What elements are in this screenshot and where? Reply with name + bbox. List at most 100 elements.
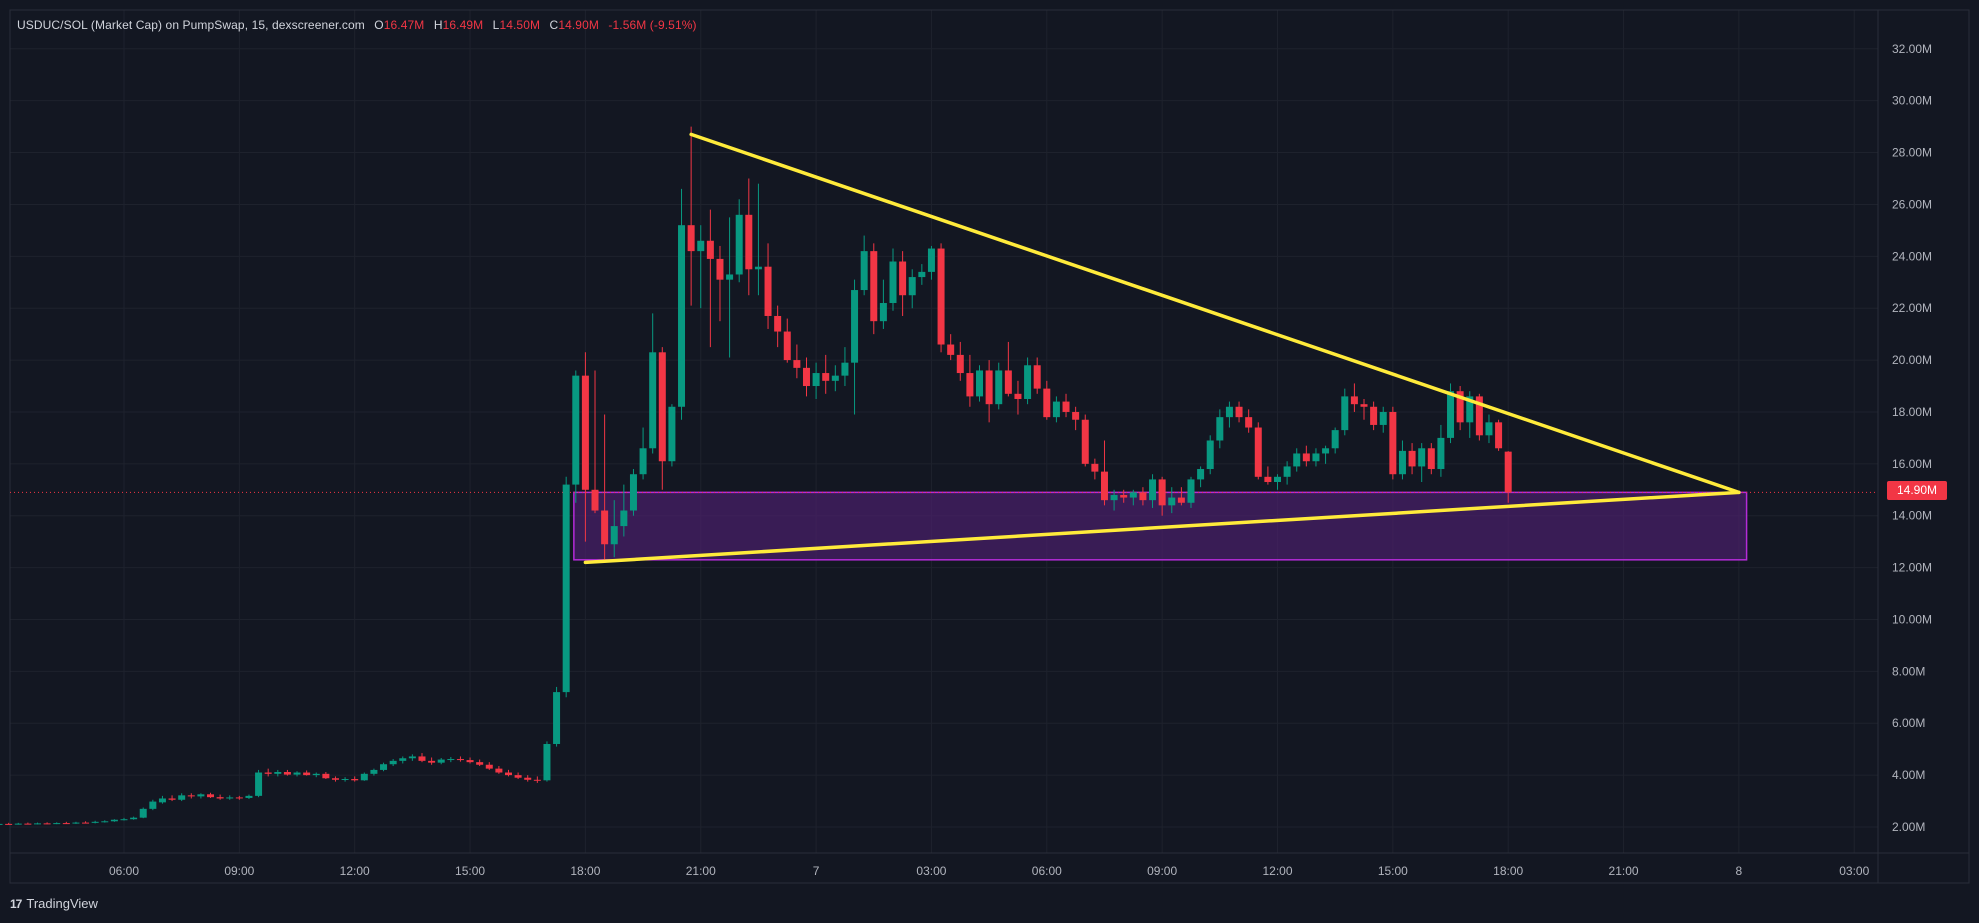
lower-trendline[interactable] bbox=[583, 490, 1741, 565]
candle[interactable] bbox=[1312, 448, 1320, 467]
candle[interactable] bbox=[312, 772, 320, 778]
candle[interactable] bbox=[1235, 401, 1243, 423]
candle[interactable] bbox=[370, 768, 378, 776]
candle[interactable] bbox=[841, 347, 849, 387]
candle[interactable] bbox=[24, 822, 32, 825]
candle[interactable] bbox=[639, 427, 647, 480]
candle[interactable] bbox=[553, 686, 561, 747]
candle[interactable] bbox=[303, 770, 311, 776]
candle[interactable] bbox=[1350, 383, 1358, 412]
candle[interactable] bbox=[360, 772, 368, 781]
candle[interactable] bbox=[476, 759, 484, 767]
candle[interactable] bbox=[1504, 451, 1512, 503]
candle[interactable] bbox=[1245, 409, 1253, 433]
candle[interactable] bbox=[120, 817, 128, 821]
candle[interactable] bbox=[985, 360, 993, 423]
candle[interactable] bbox=[1024, 357, 1032, 405]
candle[interactable] bbox=[966, 354, 974, 407]
candle[interactable] bbox=[629, 469, 637, 516]
candle[interactable] bbox=[802, 357, 810, 397]
candle[interactable] bbox=[168, 795, 176, 802]
candle[interactable] bbox=[918, 264, 926, 285]
candle[interactable] bbox=[1302, 445, 1310, 467]
candle[interactable] bbox=[572, 370, 580, 503]
candle[interactable] bbox=[1014, 380, 1022, 415]
candle[interactable] bbox=[101, 820, 109, 823]
candle[interactable] bbox=[1331, 427, 1339, 454]
candle[interactable] bbox=[62, 821, 70, 825]
candle[interactable] bbox=[1485, 414, 1493, 444]
candle[interactable] bbox=[533, 776, 541, 783]
candle[interactable] bbox=[0, 823, 3, 825]
candle[interactable] bbox=[139, 807, 147, 819]
candle[interactable] bbox=[1360, 398, 1368, 420]
candle[interactable] bbox=[1254, 422, 1262, 480]
candle[interactable] bbox=[822, 354, 830, 394]
candle[interactable] bbox=[1168, 487, 1176, 514]
candle[interactable] bbox=[341, 777, 349, 782]
candle[interactable] bbox=[447, 756, 455, 763]
candle[interactable] bbox=[187, 793, 195, 799]
candle[interactable] bbox=[1139, 487, 1147, 506]
candle[interactable] bbox=[947, 334, 955, 361]
candle[interactable] bbox=[1120, 489, 1128, 503]
candle[interactable] bbox=[1158, 476, 1166, 516]
candle[interactable] bbox=[1427, 443, 1435, 475]
candle[interactable] bbox=[82, 821, 90, 824]
candle[interactable] bbox=[995, 362, 1003, 410]
candle[interactable] bbox=[456, 756, 464, 762]
tradingview-branding[interactable]: 17 TradingView bbox=[10, 896, 98, 911]
candle[interactable] bbox=[1110, 489, 1118, 511]
candle[interactable] bbox=[649, 313, 657, 454]
candle[interactable] bbox=[745, 178, 753, 296]
candle[interactable] bbox=[524, 775, 532, 782]
x-axis[interactable]: 06:00 09:00 12:00 15:00 18:00 21:00 7 03:00 06:0… bbox=[109, 864, 1870, 878]
candle[interactable] bbox=[1225, 401, 1233, 428]
candle[interactable] bbox=[793, 344, 801, 379]
candle[interactable] bbox=[1052, 396, 1060, 423]
candle[interactable] bbox=[774, 305, 782, 348]
candle[interactable] bbox=[1389, 406, 1397, 480]
candle[interactable] bbox=[351, 776, 359, 782]
candle[interactable] bbox=[851, 279, 859, 415]
candle[interactable] bbox=[706, 209, 714, 348]
candle[interactable] bbox=[1475, 393, 1483, 441]
candle[interactable] bbox=[1437, 424, 1445, 477]
candle[interactable] bbox=[1033, 357, 1041, 394]
candle[interactable] bbox=[1398, 440, 1406, 480]
candle[interactable] bbox=[274, 769, 282, 777]
candle[interactable] bbox=[726, 217, 734, 358]
candle[interactable] bbox=[322, 772, 330, 780]
candle[interactable] bbox=[1495, 419, 1503, 451]
candle[interactable] bbox=[1072, 406, 1080, 431]
candle[interactable] bbox=[235, 795, 243, 800]
candle[interactable] bbox=[380, 762, 388, 772]
candle[interactable] bbox=[437, 757, 445, 765]
candle[interactable] bbox=[1149, 474, 1157, 508]
candle[interactable] bbox=[889, 248, 897, 311]
candle[interactable] bbox=[610, 500, 618, 558]
candle[interactable] bbox=[1264, 466, 1272, 485]
candle[interactable] bbox=[1216, 409, 1224, 449]
candle[interactable] bbox=[514, 772, 522, 780]
trendlines[interactable] bbox=[583, 132, 1741, 565]
candle[interactable] bbox=[495, 766, 503, 774]
candle[interactable] bbox=[812, 362, 820, 399]
candle[interactable] bbox=[1456, 386, 1464, 431]
candle[interactable] bbox=[331, 776, 339, 782]
candle[interactable] bbox=[149, 799, 157, 811]
candle[interactable] bbox=[5, 822, 13, 825]
candle[interactable] bbox=[716, 245, 724, 322]
candle[interactable] bbox=[1100, 440, 1108, 506]
candle[interactable] bbox=[255, 769, 263, 798]
candle[interactable] bbox=[178, 793, 186, 802]
candle[interactable] bbox=[1322, 445, 1330, 464]
candle[interactable] bbox=[1129, 489, 1137, 506]
candle[interactable] bbox=[687, 126, 695, 306]
candle[interactable] bbox=[908, 269, 916, 309]
candle[interactable] bbox=[1081, 414, 1089, 467]
candle[interactable] bbox=[216, 794, 224, 800]
candle[interactable] bbox=[879, 279, 887, 329]
candle[interactable] bbox=[562, 476, 570, 698]
candle[interactable] bbox=[91, 820, 99, 824]
